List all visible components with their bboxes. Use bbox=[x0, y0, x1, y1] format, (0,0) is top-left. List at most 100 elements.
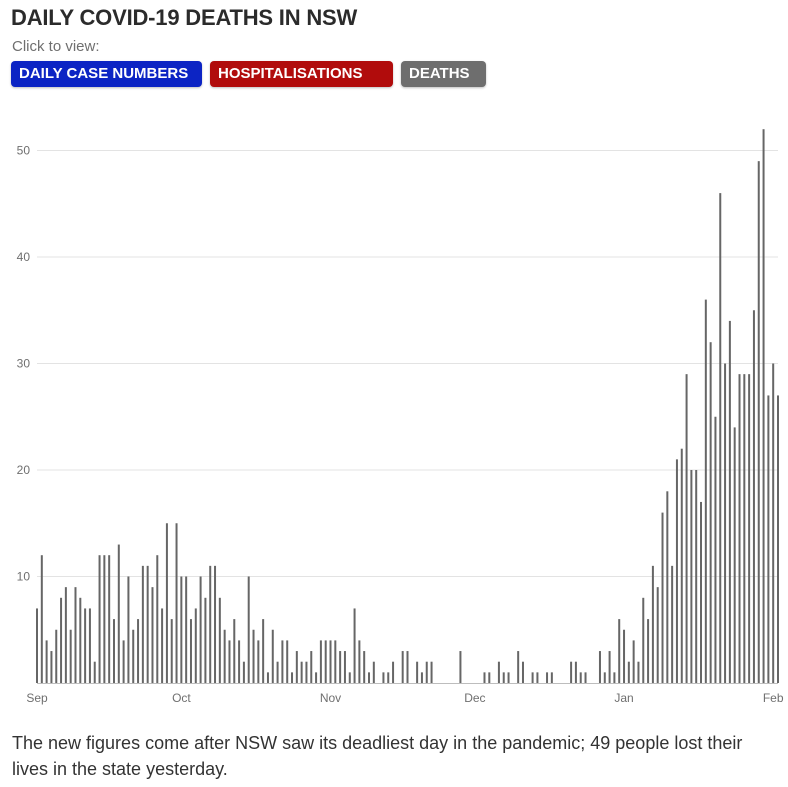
x-tick-label: Feb bbox=[763, 691, 784, 705]
bar bbox=[271, 629, 274, 683]
x-tick-label: Dec bbox=[464, 691, 485, 705]
x-tick-label: Nov bbox=[320, 691, 341, 705]
bar bbox=[252, 629, 255, 683]
bar bbox=[574, 661, 577, 683]
bar bbox=[69, 629, 72, 683]
bar bbox=[79, 597, 82, 683]
bar bbox=[189, 619, 192, 683]
bar bbox=[430, 661, 433, 683]
bar bbox=[60, 597, 63, 683]
bar bbox=[752, 310, 755, 683]
bar bbox=[122, 640, 125, 683]
bar bbox=[483, 672, 486, 683]
bar bbox=[199, 576, 202, 683]
bar bbox=[363, 651, 366, 683]
bar bbox=[675, 459, 678, 683]
bar bbox=[743, 374, 746, 683]
bar bbox=[281, 640, 284, 683]
chart-toggle-buttons: DAILY CASE NUMBERS HOSPITALISATIONS DEAT… bbox=[11, 61, 486, 87]
bar bbox=[103, 555, 106, 683]
bar bbox=[310, 651, 313, 683]
bar bbox=[627, 661, 630, 683]
bar bbox=[88, 608, 91, 683]
bar bbox=[502, 672, 505, 683]
bar bbox=[209, 565, 212, 683]
bar bbox=[36, 608, 38, 683]
bar bbox=[358, 640, 361, 683]
bar bbox=[762, 129, 765, 683]
y-tick-label: 50 bbox=[17, 144, 31, 158]
bar bbox=[497, 661, 500, 683]
bar bbox=[348, 672, 351, 683]
bar bbox=[777, 395, 779, 683]
bar bbox=[546, 672, 549, 683]
bar bbox=[343, 651, 346, 683]
bar bbox=[233, 619, 236, 683]
bar bbox=[295, 651, 298, 683]
bar bbox=[170, 619, 173, 683]
bar bbox=[613, 672, 616, 683]
bar bbox=[517, 651, 520, 683]
bar bbox=[598, 651, 601, 683]
bar bbox=[315, 672, 318, 683]
bar bbox=[324, 640, 327, 683]
bar bbox=[266, 672, 269, 683]
bar bbox=[214, 565, 217, 683]
bar bbox=[401, 651, 404, 683]
bar bbox=[262, 619, 265, 683]
bar bbox=[156, 555, 159, 683]
bar bbox=[108, 555, 111, 683]
bar bbox=[651, 565, 654, 683]
bar bbox=[238, 640, 241, 683]
bar bbox=[55, 629, 58, 683]
bar bbox=[223, 629, 226, 683]
bar bbox=[488, 672, 491, 683]
bar bbox=[459, 651, 462, 683]
bar bbox=[74, 587, 77, 683]
bar bbox=[141, 565, 144, 683]
bar bbox=[570, 661, 573, 683]
bar bbox=[714, 416, 717, 683]
bar bbox=[64, 587, 67, 683]
bar bbox=[608, 651, 611, 683]
bar bbox=[690, 470, 693, 683]
daily-case-numbers-button[interactable]: DAILY CASE NUMBERS bbox=[11, 61, 202, 87]
bar bbox=[180, 576, 183, 683]
bar bbox=[151, 587, 154, 683]
y-tick-label: 40 bbox=[17, 250, 31, 264]
bar bbox=[416, 661, 419, 683]
bar bbox=[286, 640, 289, 683]
bar bbox=[334, 640, 337, 683]
bar bbox=[392, 661, 395, 683]
bar bbox=[50, 651, 53, 683]
bar bbox=[117, 544, 120, 683]
bar bbox=[704, 299, 707, 683]
hospitalisations-button[interactable]: HOSPITALISATIONS bbox=[210, 61, 393, 87]
bar bbox=[719, 193, 722, 683]
bar bbox=[98, 555, 101, 683]
bar bbox=[425, 661, 428, 683]
bar bbox=[329, 640, 332, 683]
bar bbox=[603, 672, 606, 683]
bar bbox=[242, 661, 245, 683]
bar bbox=[656, 587, 659, 683]
bar bbox=[671, 565, 674, 683]
y-tick-label: 30 bbox=[17, 357, 31, 371]
bar bbox=[406, 651, 409, 683]
bar bbox=[680, 448, 683, 683]
bar bbox=[132, 629, 135, 683]
bar bbox=[228, 640, 231, 683]
bar bbox=[536, 672, 539, 683]
bar bbox=[382, 672, 385, 683]
bar bbox=[618, 619, 621, 683]
bar bbox=[127, 576, 130, 683]
bar bbox=[685, 374, 688, 683]
deaths-button[interactable]: DEATHS bbox=[401, 61, 486, 87]
bar bbox=[647, 619, 650, 683]
bar bbox=[247, 576, 250, 683]
x-tick-label: Oct bbox=[172, 691, 191, 705]
y-tick-label: 10 bbox=[17, 570, 31, 584]
article-caption: The new figures come after NSW saw its d… bbox=[12, 733, 743, 779]
bar bbox=[420, 672, 423, 683]
chart-title: DAILY COVID-19 DEATHS IN NSW bbox=[11, 5, 358, 30]
